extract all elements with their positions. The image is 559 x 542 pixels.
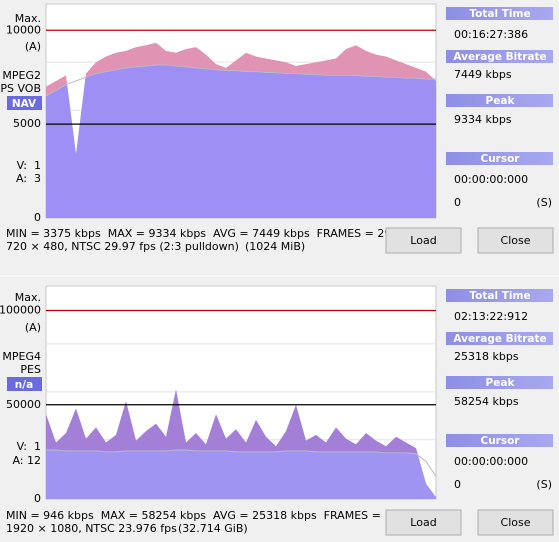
section-title: Peak (486, 95, 516, 107)
cursor-frame: 0 (454, 196, 461, 209)
y-tick-label: 100000 (0, 304, 41, 317)
format-label: PES (20, 363, 41, 376)
unit-label: (A) (25, 40, 41, 53)
close-label: Close (501, 516, 531, 529)
stats: MIN = 3375 kbps MAX = 9334 kbps AVG = 74… (6, 227, 412, 240)
badge: NAV (12, 98, 37, 110)
format-label: MPEG4 (2, 350, 41, 363)
load-button[interactable] (385, 509, 462, 536)
video-info: 720 × 480, NTSC 29.97 fps (2:3 pulldown) (6, 240, 239, 253)
unit-label: (A) (25, 321, 41, 334)
average-line (45, 64, 436, 97)
average-area (46, 65, 436, 218)
section-value: 25318 kbps (454, 350, 519, 363)
badge: n/a (15, 379, 33, 391)
average-area (46, 449, 436, 499)
section-header (446, 50, 553, 63)
section-title: Cursor (480, 153, 520, 165)
size-info: (32.714 GiB) (178, 522, 248, 535)
load-label: Load (410, 516, 436, 529)
close-button[interactable] (477, 227, 554, 254)
section-title: Total Time (469, 290, 530, 302)
size-info: (1024 MiB) (245, 240, 305, 253)
load-label: Load (410, 234, 436, 247)
section-title: Peak (486, 377, 516, 389)
video-info: 1920 × 1080, NTSC 23.976 fps (6, 522, 177, 535)
cursor-time: 00:00:00:000 (454, 173, 528, 186)
format-label: MPEG2 (2, 69, 41, 82)
section-title: Average Bitrate (453, 51, 546, 63)
badge-bg (7, 96, 42, 110)
close-button[interactable] (477, 509, 554, 536)
section-title: Average Bitrate (453, 333, 546, 345)
badge-bg (7, 377, 42, 391)
section-header (446, 7, 553, 20)
section-value: 58254 kbps (454, 395, 519, 408)
section-header (446, 376, 553, 389)
stream-label: A: 12 (12, 454, 41, 467)
section-value: 02:13:22:912 (454, 310, 528, 323)
section-value: 7449 kbps (454, 68, 512, 81)
section-title: Total Time (469, 8, 530, 20)
cursor-unit: (S) (536, 478, 552, 491)
max-label: Max. (15, 291, 41, 304)
format-label: PS VOB (0, 82, 41, 95)
stream-label: A: 3 (16, 172, 41, 185)
stats: MIN = 946 kbps MAX = 58254 kbps AVG = 25… (6, 509, 426, 522)
section-header (446, 94, 553, 107)
y-tick-label: 0 (34, 211, 41, 224)
load-button[interactable] (385, 227, 462, 254)
section-header (446, 289, 553, 302)
section-value: 00:16:27:386 (454, 28, 528, 41)
section-header (446, 332, 553, 345)
section-title: Cursor (480, 435, 520, 447)
section-header (446, 152, 553, 165)
y-tick-label: 0 (34, 492, 41, 505)
stream-label: V: 1 (17, 159, 41, 172)
cursor-time: 00:00:00:000 (454, 455, 528, 468)
stream-label: V: 1 (17, 440, 41, 453)
cursor-frame: 0 (454, 478, 461, 491)
average-line (46, 449, 437, 477)
section-header (446, 434, 553, 447)
max-label: Max. (15, 12, 41, 25)
y-tick-label: 50000 (6, 398, 41, 411)
cursor-unit: (S) (536, 196, 552, 209)
section-value: 9334 kbps (454, 113, 512, 126)
close-label: Close (501, 234, 531, 247)
y-tick-label: 5000 (13, 117, 41, 130)
y-tick-label: 10000 (6, 23, 41, 36)
